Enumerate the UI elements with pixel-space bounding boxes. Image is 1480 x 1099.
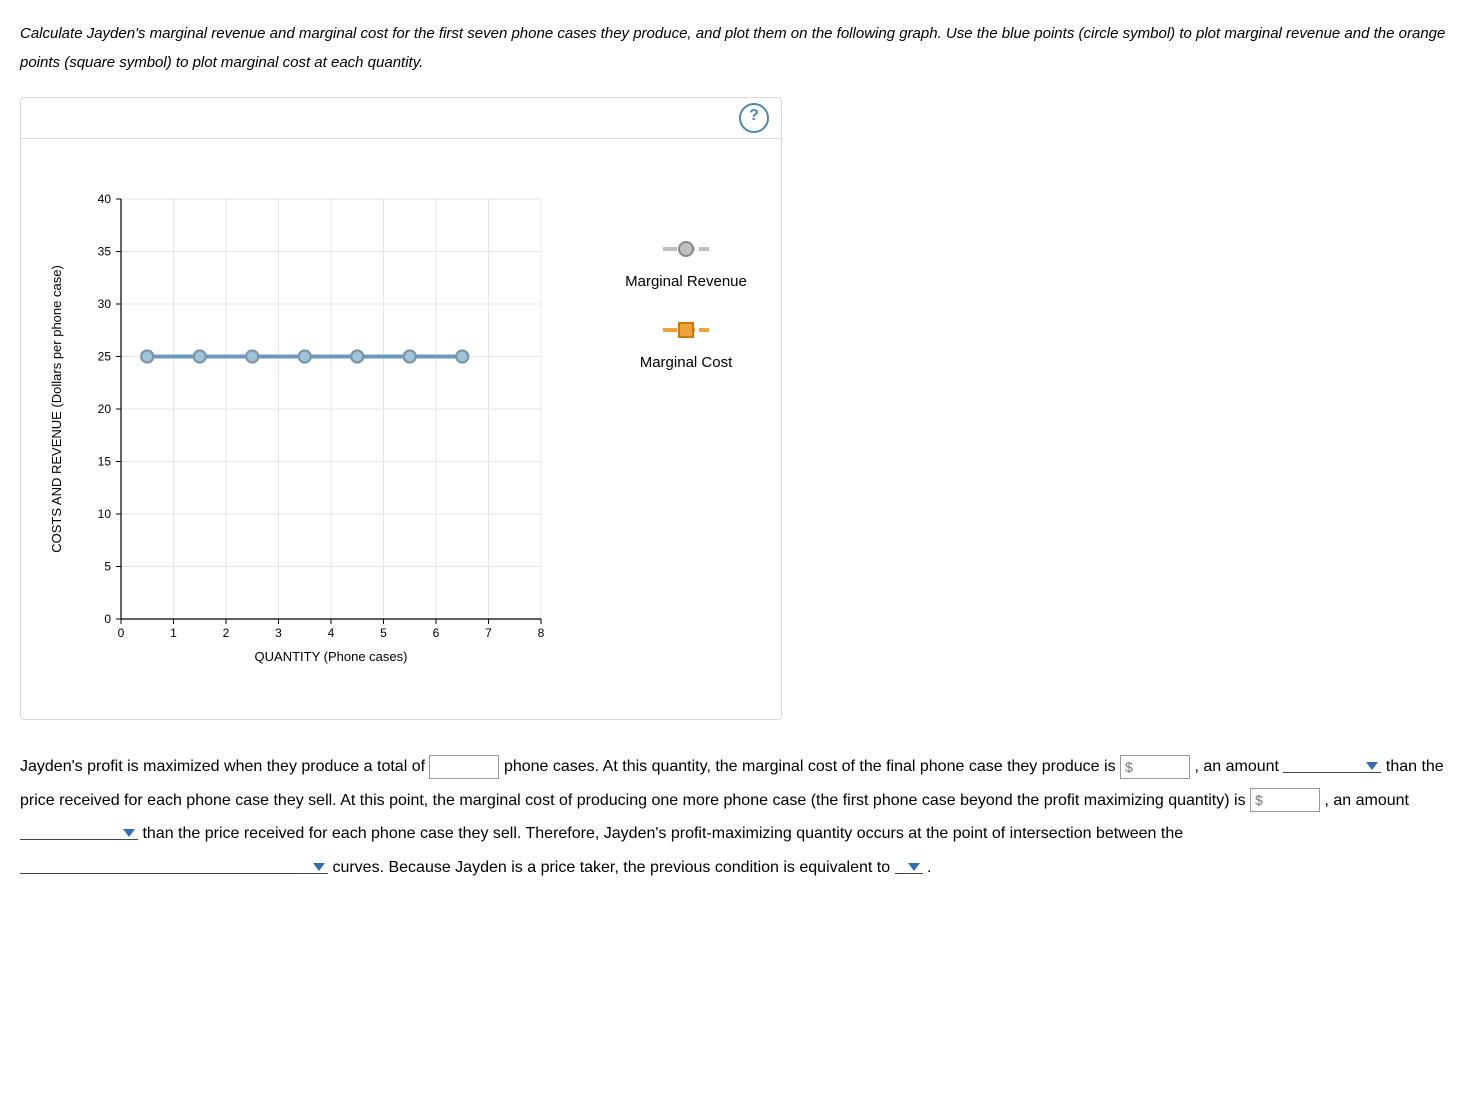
legend-mc-label: Marginal Cost	[601, 354, 771, 371]
chart-svg[interactable]: 0 1 2 3 4 5 6 7 8 0 5 10 15 20 25 30 35 40 QUANTITY (Phone…	[21, 139, 581, 699]
question-prompt: Calculate Jayden's marginal revenue and …	[20, 20, 1460, 77]
answer-text: curves. Because Jayden is a price taker,…	[332, 859, 894, 876]
caret-down-icon	[1365, 761, 1379, 771]
caret-down-icon	[312, 862, 326, 872]
graph-body: 0 1 2 3 4 5 6 7 8 0 5 10 15 20 25 30 35 40 QUANTITY (Phone…	[21, 139, 781, 719]
graph-panel: ? 0 1 2 3 4 5 6 7 8 0 5 10 15 20 25 30 35 40 QUANTITY (Pho…	[20, 97, 782, 720]
legend-mr-label: Marginal Revenue	[601, 273, 771, 290]
svg-text:40: 40	[98, 192, 112, 206]
condition-dropdown[interactable]	[895, 862, 923, 874]
svg-text:5: 5	[380, 626, 387, 640]
svg-text:QUANTITY (Phone cases): QUANTITY (Phone cases)	[255, 649, 408, 664]
graph-toolbar: ?	[21, 98, 781, 139]
answer-text: Jayden's profit is maximized when they p…	[20, 758, 429, 775]
svg-text:35: 35	[98, 245, 112, 259]
legend-mc[interactable]: Marginal Cost	[601, 320, 771, 371]
svg-text:3: 3	[275, 626, 282, 640]
amount1-dropdown[interactable]	[1283, 761, 1381, 773]
svg-text:5: 5	[104, 560, 111, 574]
svg-text:6: 6	[433, 626, 440, 640]
mc-final-input[interactable]	[1120, 755, 1190, 779]
answer-paragraph: Jayden's profit is maximized when they p…	[20, 750, 1460, 884]
amount2-dropdown[interactable]	[20, 828, 138, 840]
svg-text:25: 25	[98, 350, 112, 364]
qty-input[interactable]	[429, 755, 499, 779]
svg-text:4: 4	[328, 626, 335, 640]
svg-text:0: 0	[118, 626, 125, 640]
svg-text:15: 15	[98, 455, 112, 469]
help-button[interactable]: ?	[739, 103, 769, 133]
answer-text: , an amount	[1324, 792, 1409, 809]
answer-text: , an amount	[1194, 758, 1283, 775]
svg-text:1: 1	[170, 626, 177, 640]
legend-mr-icon	[661, 239, 711, 259]
answer-text: phone cases. At this quantity, the margi…	[504, 758, 1120, 775]
svg-text:8: 8	[538, 626, 545, 640]
svg-text:10: 10	[98, 507, 112, 521]
caret-down-icon	[122, 828, 136, 838]
legend-mc-icon	[661, 320, 711, 340]
mc-next-input[interactable]	[1250, 788, 1320, 812]
caret-down-icon	[907, 862, 921, 872]
svg-text:20: 20	[98, 402, 112, 416]
answer-text: .	[927, 859, 931, 876]
answer-text: than the price received for each phone c…	[142, 825, 1183, 842]
svg-text:30: 30	[98, 297, 112, 311]
legend-mr[interactable]: Marginal Revenue	[601, 239, 771, 290]
legend: Marginal Revenue Marginal Cost	[601, 239, 771, 401]
svg-text:7: 7	[485, 626, 492, 640]
svg-text:0: 0	[104, 612, 111, 626]
curves-dropdown[interactable]	[20, 862, 328, 874]
svg-text:2: 2	[223, 626, 230, 640]
svg-text:COSTS AND REVENUE (Dollars per: COSTS AND REVENUE (Dollars per phone cas…	[49, 265, 64, 553]
